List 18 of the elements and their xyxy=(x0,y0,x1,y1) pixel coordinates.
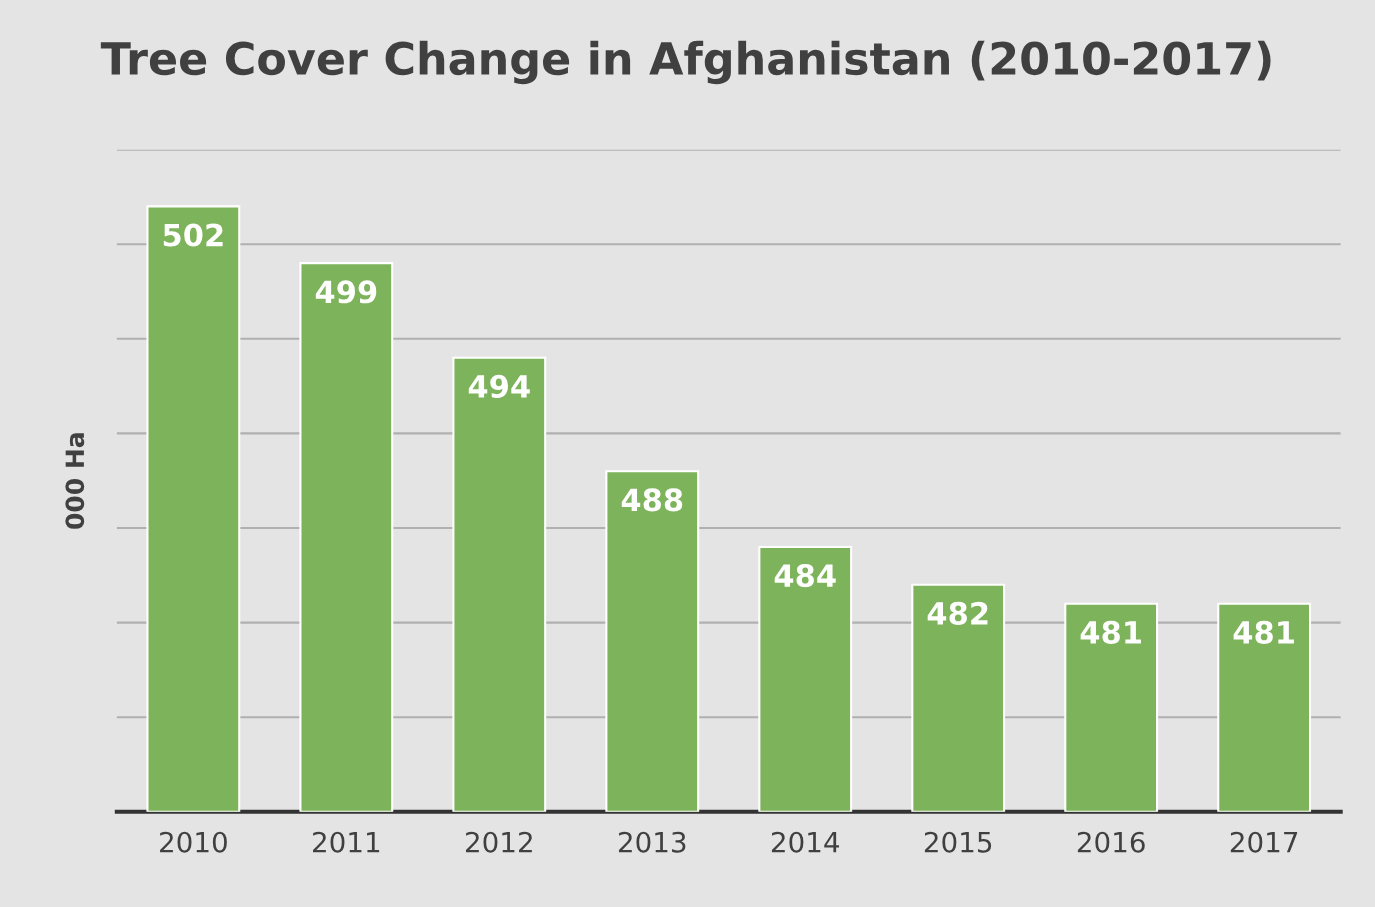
chart-title: Tree Cover Change in Afghanistan (2010-2017) xyxy=(100,40,1271,85)
data-label: 502 xyxy=(163,223,223,247)
x-tick-label: 2016 xyxy=(1077,831,1145,853)
data-label: 484 xyxy=(774,564,836,588)
x-tick-label: 2011 xyxy=(313,831,380,853)
x-tick-label: 2013 xyxy=(618,831,686,853)
x-tick-label: 2015 xyxy=(924,831,992,853)
data-label: 499 xyxy=(315,280,377,304)
x-tick-label: 2017 xyxy=(1230,831,1298,853)
y-axis-title: 000 Ha xyxy=(65,433,85,529)
data-label: 494 xyxy=(468,374,530,398)
data-label: 488 xyxy=(621,488,683,512)
data-label: 481 xyxy=(1233,620,1294,644)
data-label: 481 xyxy=(1080,620,1141,644)
x-tick-label: 2012 xyxy=(465,831,532,853)
x-tick-label: 2014 xyxy=(771,831,840,853)
x-tick-label: 2010 xyxy=(160,831,227,853)
data-label: 482 xyxy=(927,601,988,625)
